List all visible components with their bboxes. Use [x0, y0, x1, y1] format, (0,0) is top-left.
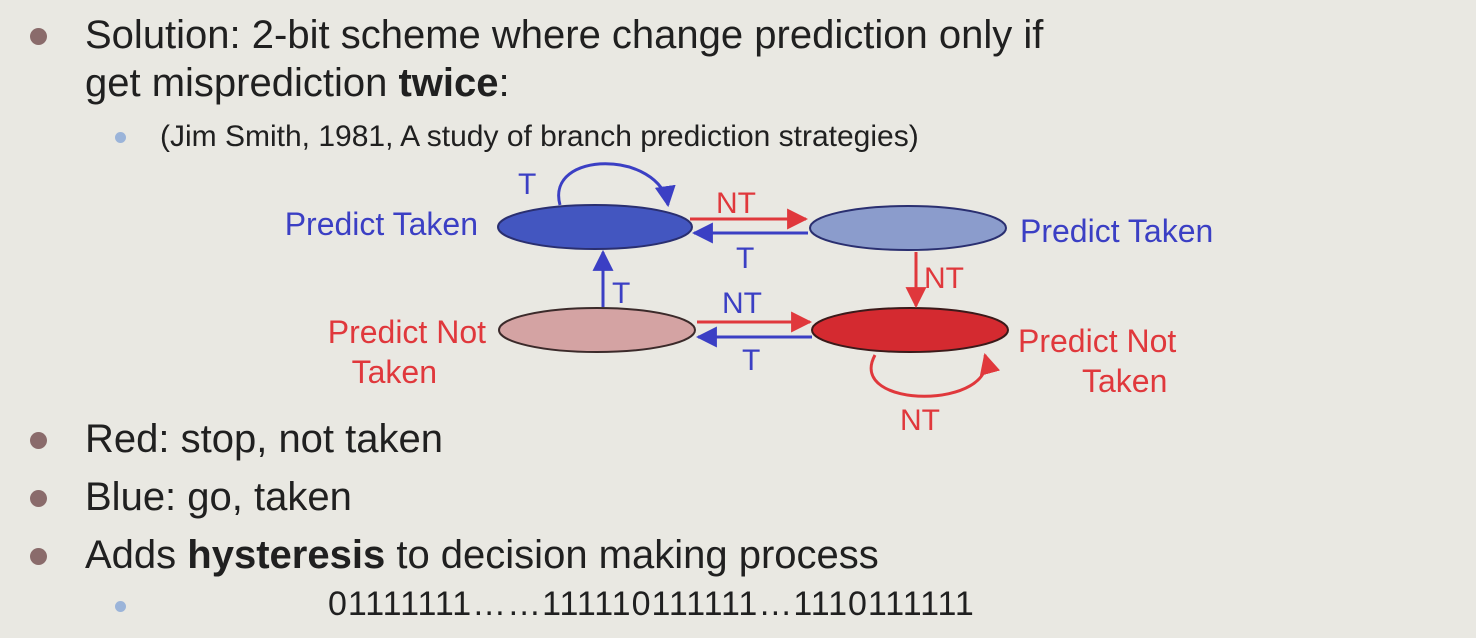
edge-label-self-top-left: T — [518, 168, 536, 201]
edge-label-bottom-t: T — [742, 344, 760, 377]
bullet-text: Solution: 2-bit scheme where change pred… — [85, 13, 1044, 57]
bullet-dot — [30, 490, 47, 507]
bullet-bold-text: hysteresis — [187, 533, 386, 577]
bullet-text: : — [498, 61, 510, 105]
bullet-text: Adds — [85, 533, 188, 577]
edge-label-right-nt: NT — [924, 262, 964, 295]
self-loop-not-taken — [870, 352, 1001, 398]
edge-label-bottom-nt: NT — [722, 287, 762, 320]
state-weak-not-taken — [498, 307, 696, 353]
bullet-text: get misprediction — [85, 61, 399, 105]
label-top-left-state: Predict Taken — [285, 206, 478, 242]
bullet-red: Red: stop, not taken — [85, 417, 444, 461]
edge-label-top-t: T — [736, 242, 754, 275]
state-strong-not-taken — [811, 307, 1009, 353]
edge-label-left-t: T — [612, 277, 630, 310]
label-top-right-state: Predict Taken — [1020, 213, 1213, 249]
label-bottom-left-state-line1: Predict Not — [328, 314, 486, 350]
bullet-solution-line1: Solution: 2-bit scheme where change pred… — [85, 12, 1043, 58]
bit-sequence: 01111111……111110111111…1110111111 — [328, 585, 975, 623]
self-loop-taken — [557, 162, 676, 208]
bullet-bold-text: twice — [398, 61, 499, 105]
label-bottom-right-state-line2: Taken — [1082, 363, 1167, 399]
bullet-hysteresis: Adds hysteresis to decision making proce… — [85, 532, 879, 578]
state-strong-taken — [497, 204, 693, 250]
bullet-blue: Blue: go, taken — [85, 475, 352, 519]
bullet-solution-line2: get misprediction twice: — [85, 60, 510, 106]
sub-bullet-citation: (Jim Smith, 1981, A study of branch pred… — [160, 120, 919, 153]
edge-label-top-nt: NT — [716, 187, 756, 220]
bullet-text: to decision making process — [385, 533, 879, 577]
bullet-dot — [30, 548, 47, 565]
sub-bullet-dot — [115, 132, 126, 143]
sub-bullet-dot — [115, 601, 126, 612]
bullet-dot — [30, 432, 47, 449]
label-bottom-left-state-line2: Taken — [352, 354, 437, 390]
bullet-dot — [30, 28, 47, 45]
label-bottom-right-state-line1: Predict Not — [1018, 323, 1176, 359]
edge-label-self-bottom-right: NT — [900, 404, 940, 437]
state-weak-taken — [809, 205, 1007, 251]
